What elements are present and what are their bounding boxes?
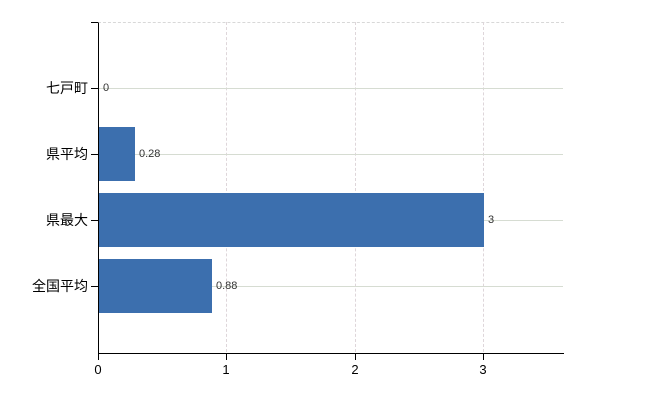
h-gridline xyxy=(99,88,563,89)
bar xyxy=(99,127,135,181)
bar-value-label: 0.28 xyxy=(139,148,161,160)
bar-value-label: 0 xyxy=(103,82,110,94)
category-label: 七戸町 xyxy=(46,80,88,96)
v-gridline xyxy=(354,22,356,352)
x-tick xyxy=(355,353,356,360)
category-label: 県平均 xyxy=(46,146,88,162)
bar xyxy=(99,259,212,313)
x-tick xyxy=(98,353,99,360)
v-gridline xyxy=(483,22,485,352)
category-label: 県最大 xyxy=(46,212,88,228)
y-tick xyxy=(91,286,98,287)
h-gridline xyxy=(99,154,563,155)
bar-value-label: 3 xyxy=(488,214,495,226)
y-tick xyxy=(91,88,98,89)
bar-value-label: 0.88 xyxy=(216,280,238,292)
x-tick-label: 2 xyxy=(351,362,359,377)
y-tick xyxy=(91,220,98,221)
x-tick xyxy=(483,353,484,360)
y-axis-top-tick xyxy=(91,22,98,23)
x-tick-label: 1 xyxy=(222,362,230,377)
bar xyxy=(99,193,484,247)
x-tick-label: 3 xyxy=(479,362,487,377)
x-tick xyxy=(226,353,227,360)
x-tick-label: 0 xyxy=(94,362,102,377)
plot-area xyxy=(98,22,564,354)
v-gridline xyxy=(226,22,228,352)
category-label: 全国平均 xyxy=(32,278,88,294)
h-gridline xyxy=(99,286,563,287)
y-tick xyxy=(91,154,98,155)
